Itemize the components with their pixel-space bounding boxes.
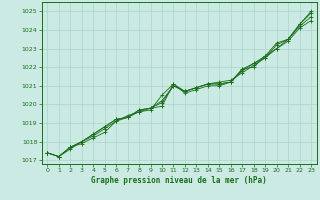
X-axis label: Graphe pression niveau de la mer (hPa): Graphe pression niveau de la mer (hPa) (91, 176, 267, 185)
